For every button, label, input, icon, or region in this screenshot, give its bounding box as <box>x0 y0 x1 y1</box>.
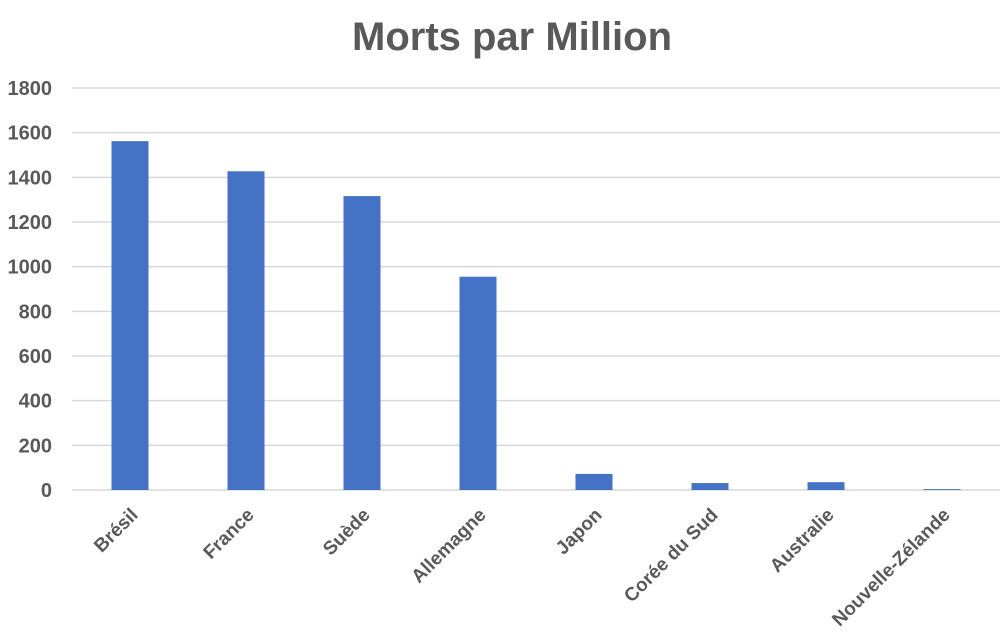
y-tick-label: 1200 <box>8 212 53 234</box>
bar-1 <box>227 171 265 490</box>
x-category-label: Allemagne <box>408 505 491 588</box>
x-category-label: Australie <box>766 505 838 577</box>
x-category-label: Nouvelle-Zélande <box>828 505 954 631</box>
x-category-label: Brésil <box>90 505 142 557</box>
chart-title: Morts par Million <box>352 15 672 59</box>
bar-6 <box>807 482 845 490</box>
bar-0 <box>111 141 149 491</box>
y-tick-label: 800 <box>19 301 52 323</box>
x-category-label: Suède <box>319 505 374 560</box>
x-axis-labels: Brésil France Suède Allemagne Japon Corée du … <box>90 505 954 631</box>
y-tick-label: 1600 <box>8 123 53 145</box>
bar-5 <box>691 483 729 490</box>
bars <box>111 141 961 491</box>
y-axis-ticks: 0 200 400 600 800 1000 1200 1400 1600 1800 <box>8 78 53 502</box>
y-tick-label: 1800 <box>8 78 53 100</box>
x-category-label: Corée du Sud <box>620 505 722 607</box>
y-tick-label: 400 <box>19 391 52 413</box>
y-tick-label: 200 <box>19 435 52 457</box>
y-tick-label: 600 <box>19 346 52 368</box>
x-category-label: France <box>200 505 259 564</box>
y-tick-label: 0 <box>41 480 52 502</box>
bar-2 <box>343 196 381 491</box>
bar-7 <box>923 489 961 490</box>
bar-4 <box>575 473 613 490</box>
x-category-label: Japon <box>552 505 606 559</box>
bar-3 <box>459 276 497 490</box>
gridlines <box>72 87 1000 491</box>
y-tick-label: 1000 <box>8 257 53 279</box>
y-tick-label: 1400 <box>8 167 53 189</box>
